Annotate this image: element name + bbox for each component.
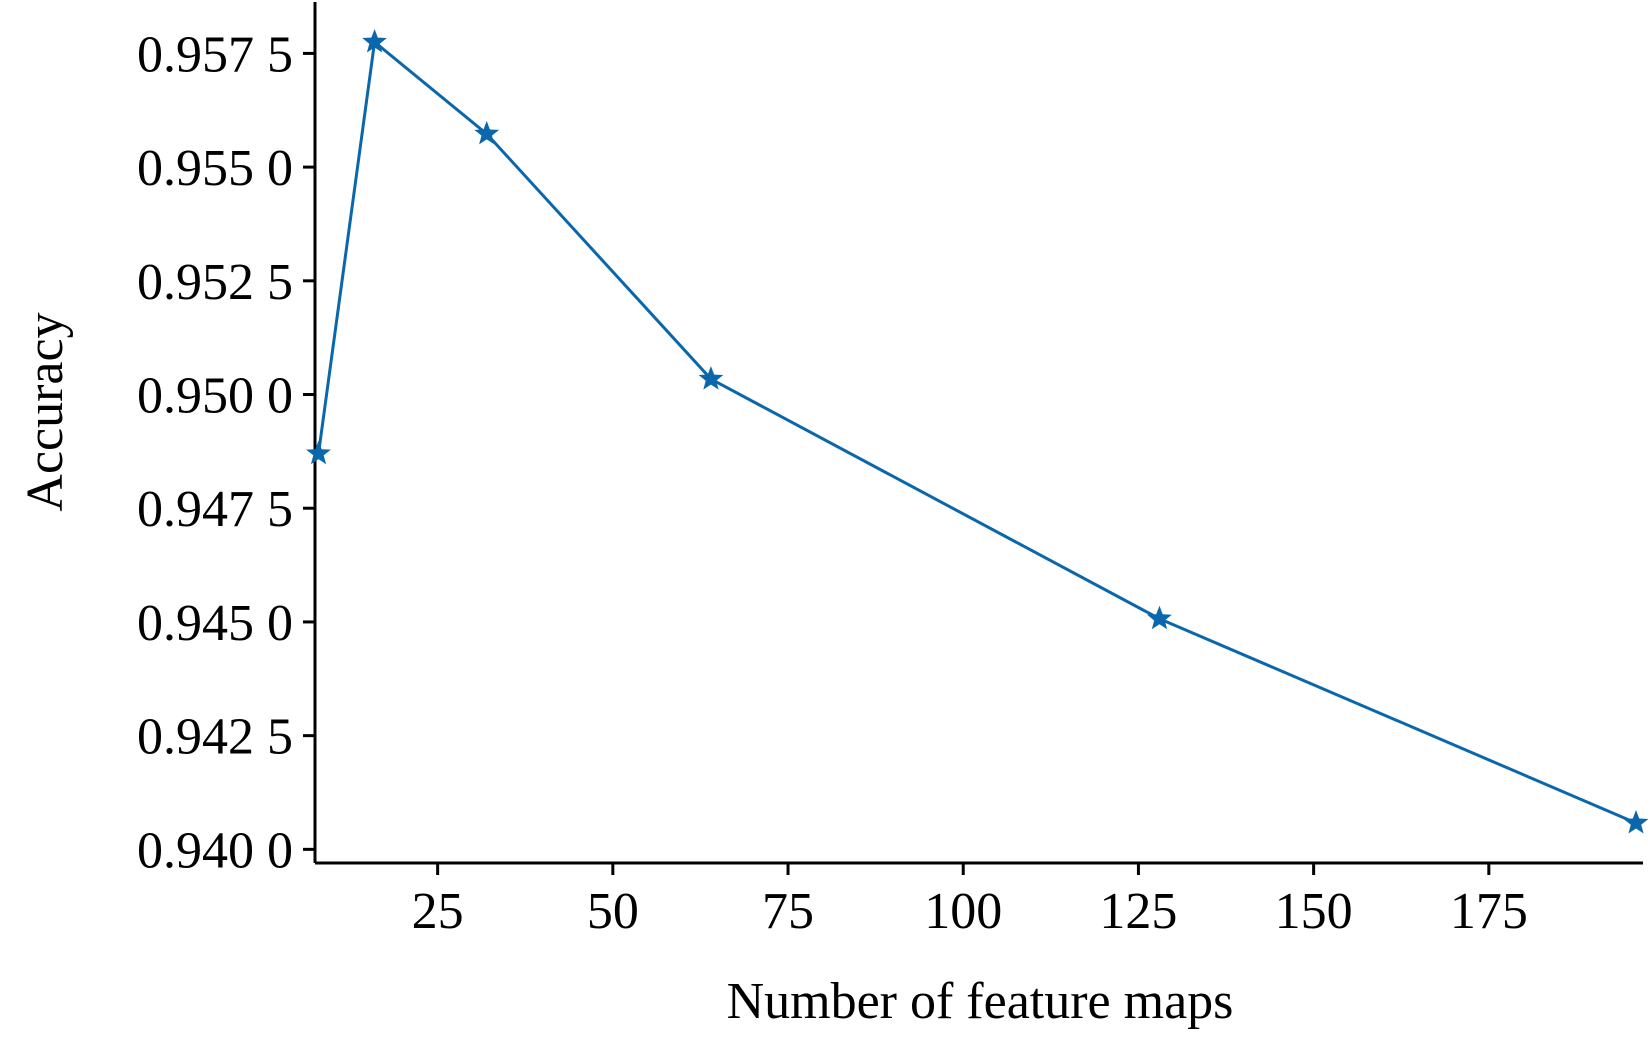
x-axis-label: Number of feature maps [727, 973, 1234, 1030]
y-tick-label: 0.947 5 [137, 481, 293, 538]
marker [1147, 605, 1172, 630]
marker [698, 366, 724, 390]
x-tick-label: 125 [1099, 883, 1177, 940]
x-tick-label: 75 [762, 883, 814, 940]
x-tick-label: 100 [924, 883, 1002, 940]
x-tick-label: 25 [412, 883, 464, 940]
marker [1623, 810, 1649, 834]
x-tick-label: 150 [1275, 883, 1353, 940]
y-tick-label: 0.950 0 [137, 368, 293, 425]
y-tick-label: 0.957 5 [137, 26, 293, 83]
marker [306, 440, 331, 465]
y-tick-label: 0.945 0 [137, 595, 293, 652]
x-tick-label: 50 [587, 883, 639, 940]
y-axis-label: Accuracy [17, 312, 74, 511]
marker [362, 29, 387, 53]
x-tick-label: 175 [1450, 883, 1528, 940]
y-tick-label: 0.942 5 [137, 709, 293, 766]
data-line [317, 39, 1637, 825]
y-tick-label: 0.940 0 [137, 822, 293, 879]
marker [474, 120, 500, 145]
y-tick-label: 0.952 5 [137, 254, 293, 311]
y-tick-label: 0.955 0 [137, 140, 293, 197]
